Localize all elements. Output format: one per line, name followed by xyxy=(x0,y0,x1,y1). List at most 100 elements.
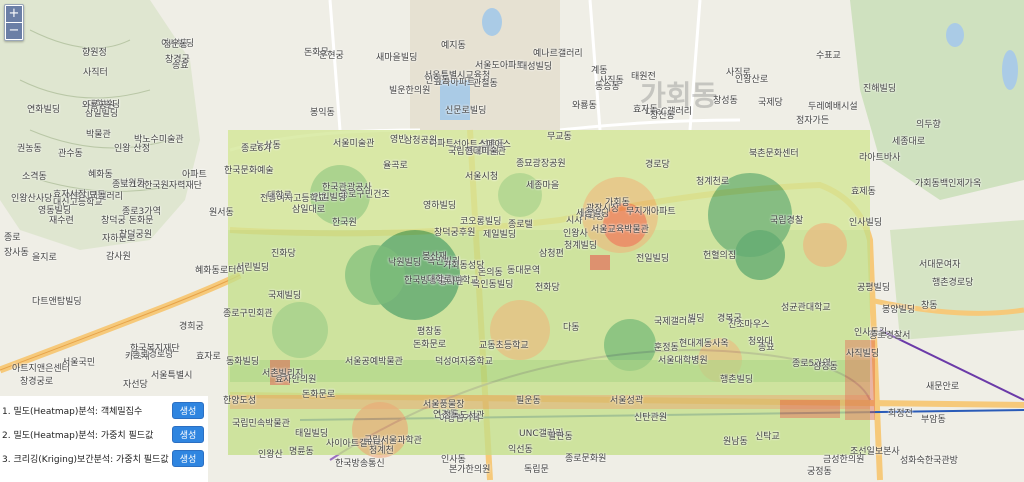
map-label: 옥인빌리 xyxy=(427,257,461,267)
map-label: 종로5가역 xyxy=(792,359,831,369)
district-label-gahoe: 가회동 xyxy=(640,79,718,112)
map-label: 와룡동 xyxy=(572,101,597,111)
heat-orange-2 xyxy=(490,300,550,360)
map-label: 계동 xyxy=(591,66,608,76)
map-label: 두레예배시설 xyxy=(808,102,858,112)
map-label: 종묘 xyxy=(758,343,775,353)
map-label: 효자안의원 xyxy=(275,375,317,385)
map-label: 궁정동 xyxy=(807,467,832,477)
heatmap-overlay xyxy=(228,130,875,458)
heat-green-7 xyxy=(272,302,328,358)
map-label: 가회동성당 xyxy=(443,261,485,271)
generate-heatmap-weight-button[interactable]: 생성 xyxy=(172,425,204,443)
map-label: 아트지키갤러리 xyxy=(65,192,123,202)
heat-green-6 xyxy=(310,165,370,225)
map-label: 봉익동 xyxy=(310,108,335,118)
map-label: 창덕궁 돈화문 xyxy=(101,216,154,226)
map-label: 자선당 xyxy=(123,380,148,390)
map-label: 정독도서관 xyxy=(443,411,485,421)
map-label: 진화당 xyxy=(271,249,296,259)
map-label: 인사동 xyxy=(441,455,466,465)
map-label: 행촌경로당 xyxy=(932,278,974,288)
map-label: 이사빌딩 xyxy=(161,39,195,49)
map-label: 창경궁 xyxy=(165,55,190,65)
heat-green-4 xyxy=(735,230,785,280)
map-label: 관수동 xyxy=(58,149,83,159)
inwangsan-hill xyxy=(0,0,200,250)
map-label: 국제갤러리 xyxy=(654,317,696,327)
map-label: 새문안로 xyxy=(926,382,960,392)
generate-heatmap-count-button[interactable]: 생성 xyxy=(172,401,204,419)
map-label: 서울시청 xyxy=(465,172,499,182)
map-label: 서울풍물장 xyxy=(423,400,465,410)
analysis-row-kriging: 3. 크리깅(Kriging)보간분석: 가중치 필드값 생성 xyxy=(2,448,204,468)
map-label: 연화빌딩 xyxy=(27,105,61,115)
map-label: 국제당 xyxy=(758,98,783,108)
map-label: 효자아파트 xyxy=(434,78,476,88)
map-label: 옥인동빌딩 xyxy=(472,280,514,290)
map-label: 혜화동 xyxy=(88,170,113,180)
map-label: 효자동 xyxy=(633,105,658,115)
map-label: 코오롱빌딩 xyxy=(460,217,502,227)
map-label: 한국원 xyxy=(332,218,357,228)
map-label: 동승동 xyxy=(595,82,620,92)
map-label: 운현궁 xyxy=(319,51,344,61)
map-label: 다동 xyxy=(563,323,580,333)
map-label: 아트지앤은센터 xyxy=(12,364,70,374)
map-label: LeeC갤러리 xyxy=(645,107,693,117)
map-label: 서촌빌리지 xyxy=(262,369,304,379)
map-label: 종로구민건조 xyxy=(340,190,390,200)
map-label: 흥사단 xyxy=(439,277,464,287)
map-label: 의두향 xyxy=(916,120,941,130)
map-label: 대학로 xyxy=(427,275,452,285)
map-label: 돈화문 xyxy=(304,48,329,58)
map-label: 청계천로 xyxy=(696,177,730,187)
map-label: 종로경로당 xyxy=(132,350,174,360)
map-label: 정자가든 xyxy=(796,116,830,126)
map-label: 서울도아파트 xyxy=(475,61,525,71)
map-label: 혜화동로터리 xyxy=(195,266,245,276)
heat-orange-1 xyxy=(582,177,658,253)
road-minor2 xyxy=(328,0,702,131)
map-label: 경로당 xyxy=(645,160,670,170)
zoom-out-button[interactable]: − xyxy=(6,23,22,39)
generate-kriging-button[interactable]: 생성 xyxy=(172,449,204,467)
heat-hot-2 xyxy=(270,360,290,385)
map-label: 세종마을 xyxy=(526,181,560,191)
map-label: 진조마우스 xyxy=(728,320,770,330)
map-label: 종로구민회관 xyxy=(223,309,273,319)
map-label: 자하문로 xyxy=(102,234,136,244)
map-label: 제일빌딩 xyxy=(483,230,517,240)
hill-contours xyxy=(19,29,176,192)
pond-small xyxy=(482,8,502,36)
map-label: 새마을빌딩 xyxy=(376,53,418,63)
zoom-in-button[interactable]: + xyxy=(6,6,22,22)
map-label: 희정전 xyxy=(888,409,913,419)
map-label: 소격동 xyxy=(22,172,47,182)
map-label: 삼일대로 xyxy=(292,205,326,215)
map-label: 효자로 xyxy=(196,352,221,362)
map-label: 서울미술관 xyxy=(333,139,375,149)
map-label: 선아트스페이스 xyxy=(453,140,511,150)
map-label: 한국복지재단 xyxy=(130,344,180,354)
map-label: 인왕산로 xyxy=(735,75,769,85)
map-label: 서울특별시 xyxy=(151,371,193,381)
map-label: 한국관광공사 xyxy=(322,183,372,193)
map-label: 아파트 xyxy=(182,170,207,180)
map-label: 이상범가옥 xyxy=(439,414,481,424)
map-label: 종로타워 xyxy=(466,147,500,157)
map-label: 영하빌딩 xyxy=(423,201,457,211)
map-label: 삼청동 xyxy=(813,362,838,372)
map-label: 장사동 xyxy=(4,248,29,258)
map-label: 가회동 xyxy=(605,198,630,208)
map-label: 무교동 xyxy=(547,132,572,142)
pond-east xyxy=(946,23,964,47)
heat-hot-3 xyxy=(590,255,610,270)
map-label: 돈화문로 xyxy=(302,390,336,400)
map-label: 낙원빌딩 xyxy=(388,258,422,268)
map-label: 사직빌딩 xyxy=(846,349,880,359)
map-label: 국립서울과학관 xyxy=(364,436,422,446)
map-label: 현대계동사옥 xyxy=(679,339,729,349)
map-label: 진해빌딩 xyxy=(863,84,897,94)
